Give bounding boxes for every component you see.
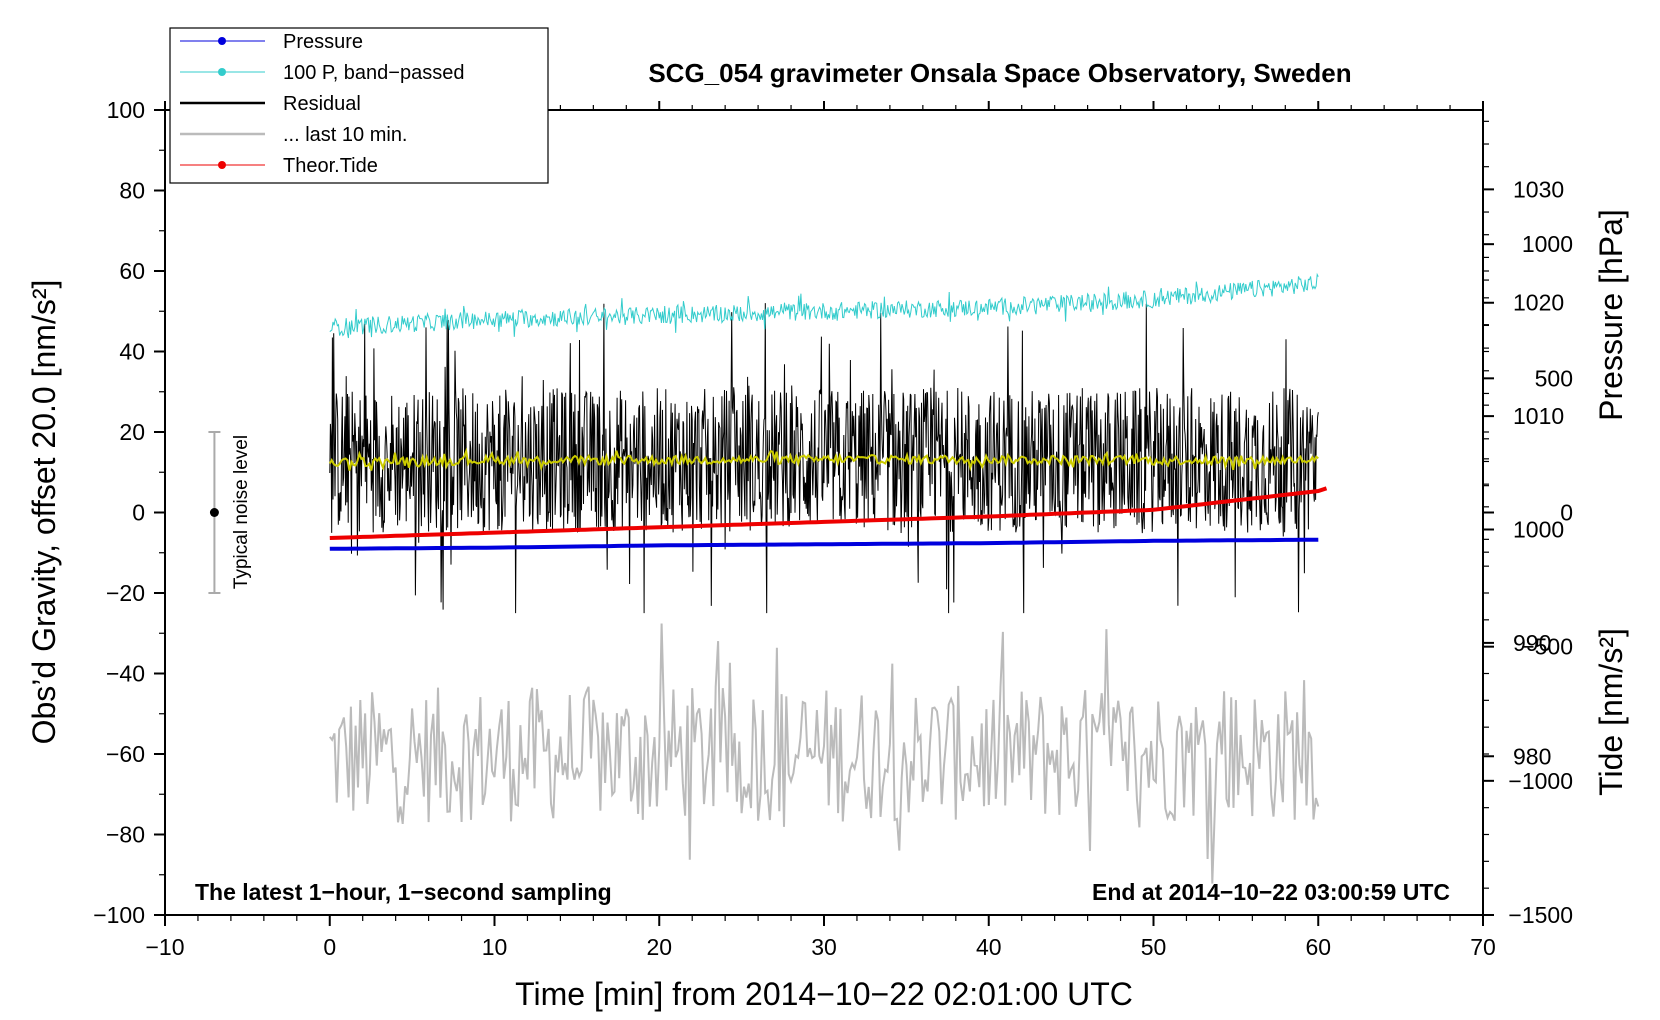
- series-residual-smoothed-line: [328, 447, 1319, 472]
- x-tick-label: 50: [1141, 934, 1167, 960]
- ticks-layer: [154, 101, 1494, 926]
- legend-swatch-marker: [218, 68, 226, 76]
- y-left-tick-label: 100: [107, 97, 145, 123]
- tide-tick-label: 500: [1535, 365, 1573, 391]
- y-left-tick-label: −60: [106, 741, 145, 767]
- tide-tick-label: −1500: [1508, 902, 1573, 928]
- noise-bar-center: [209, 508, 219, 517]
- legend-label: 100 P, band−passed: [283, 62, 464, 84]
- x-tick-label: 10: [482, 934, 508, 960]
- pressure-tick-label: 1020: [1513, 290, 1564, 316]
- y-left-tick-label: −20: [106, 580, 145, 606]
- right-note: End at 2014−10−22 03:00:59 UTC: [1092, 879, 1450, 905]
- series-layer: [328, 272, 1328, 884]
- x-tick-label: 40: [976, 934, 1002, 960]
- chart-title: SCG_054 gravimeter Onsala Space Observat…: [648, 58, 1351, 88]
- legend: Pressure 100 P, band−passed Residual ... la…: [169, 27, 549, 184]
- x-tick-label: 30: [811, 934, 837, 960]
- y-left-tick-label: −80: [106, 822, 145, 848]
- series-pressure-line: [329, 537, 1319, 551]
- y-left-tick-label: 20: [119, 419, 145, 445]
- x-tick-label: 20: [646, 934, 672, 960]
- tide-tick-label: 1000: [1522, 231, 1573, 257]
- x-tick-label: 60: [1305, 934, 1331, 960]
- pressure-tick-label: 1010: [1513, 403, 1564, 429]
- y-left-tick-label: −40: [106, 661, 145, 687]
- noise-label: Typical noise level: [231, 435, 252, 589]
- series-last-10-min-line: [329, 623, 1320, 884]
- pressure-tick-label: 1030: [1513, 176, 1564, 202]
- x-axis-title: Time [min] from 2014−10−22 02:01:00 UTC: [515, 976, 1133, 1012]
- x-tick-label: 0: [323, 934, 336, 960]
- tick-labels-layer: −10 0 10 20 30 40 50 60 70−100−80−60−40−20020406…: [93, 97, 1573, 960]
- left-note: The latest 1−hour, 1−second sampling: [195, 879, 612, 905]
- x-tick-label: −10: [145, 934, 184, 960]
- pressure-tick-label: 1000: [1513, 517, 1564, 543]
- y-left-tick-label: 0: [132, 500, 145, 526]
- series-band-passed-line: [329, 272, 1319, 339]
- legend-box: [169, 27, 549, 184]
- y-axis-title-tide: Tide [nm/s²]: [1593, 628, 1629, 796]
- legend-swatch-marker: [218, 37, 226, 45]
- y-axis-title-left: Obs’d Gravity, offset 20.0 [nm/s²]: [26, 280, 62, 745]
- legend-label: ... last 10 min.: [283, 124, 408, 146]
- tide-tick-label: −1000: [1508, 768, 1573, 794]
- pressure-tick-label: 990: [1513, 630, 1551, 656]
- x-tick-label: 70: [1470, 934, 1496, 960]
- y-left-tick-label: −100: [93, 902, 145, 928]
- y-left-tick-label: 60: [119, 258, 145, 284]
- legend-entries: Pressure 100 P, band−passed Residual ... la…: [180, 31, 464, 177]
- legend-label: Residual: [283, 93, 361, 115]
- series-theor-tide-line: [329, 486, 1328, 540]
- y-left-tick-label: 40: [119, 339, 145, 365]
- series-residual-line: [329, 303, 1319, 614]
- y-axis-title-pressure: Pressure [hPa]: [1593, 209, 1629, 421]
- noise-bar: [208, 431, 221, 594]
- tide-tick-label: −500: [1521, 634, 1573, 660]
- legend-label: Pressure: [283, 31, 363, 53]
- pressure-tick-label: 980: [1513, 743, 1551, 769]
- legend-label: Theor.Tide: [283, 155, 378, 177]
- y-left-tick-label: 80: [119, 178, 145, 204]
- legend-swatch-marker: [218, 161, 226, 169]
- tide-tick-label: 0: [1560, 500, 1573, 526]
